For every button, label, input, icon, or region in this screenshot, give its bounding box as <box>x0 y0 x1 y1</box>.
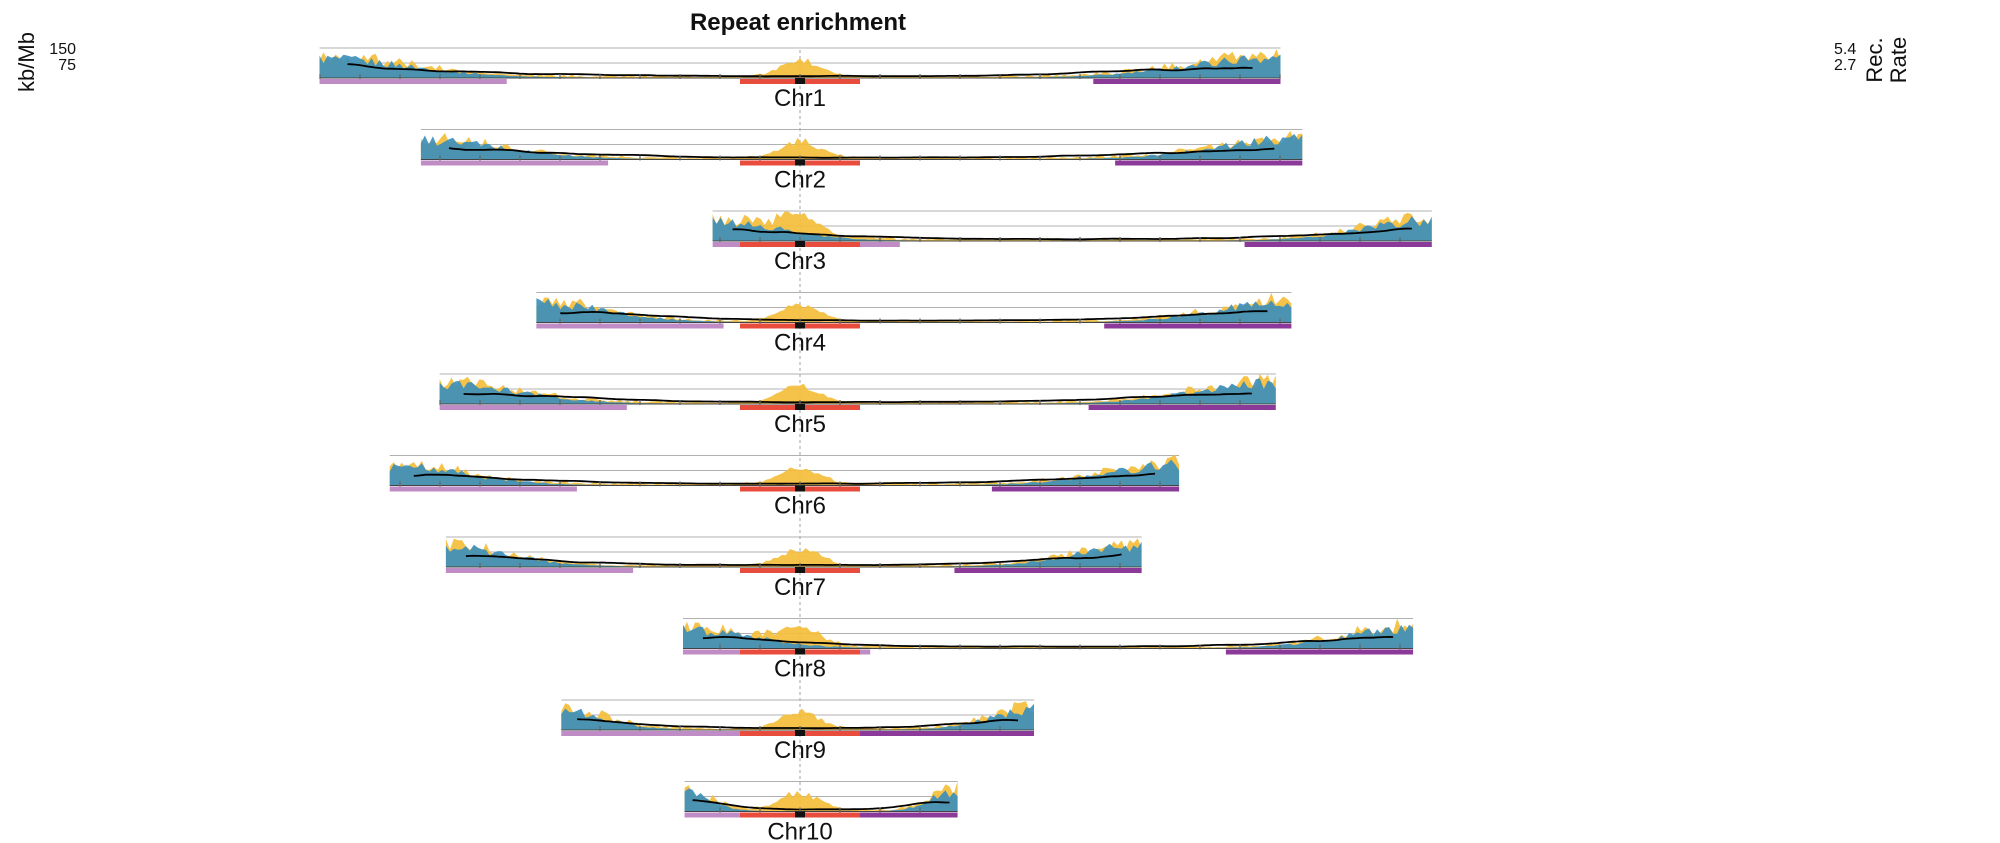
chr1-track: Chr1 <box>319 47 1281 112</box>
chr5-label: Chr5 <box>774 411 826 438</box>
chr8-repeat-density-blue <box>683 624 1414 649</box>
chr7-left-arm-bar <box>445 568 634 573</box>
chr3-centromere-marker <box>795 241 805 247</box>
right-axis-tick-2.7: 2.7 <box>1834 57 1856 74</box>
right-axis-label-line-1: Rec. <box>1862 37 1887 82</box>
chr9-centromere-marker <box>795 730 805 736</box>
chr6-centromere-marker <box>795 485 805 492</box>
chr1-left-arm-bar <box>319 79 507 84</box>
chr2-track: Chr2 <box>420 129 1303 194</box>
chr9-label: Chr9 <box>774 737 826 764</box>
chr6-recombination-curve <box>413 472 1156 485</box>
chr2-right-arm-bar <box>1115 160 1303 166</box>
chr5-repeat-density-blue <box>439 378 1276 404</box>
chr1-repeat-density-yellow <box>319 49 1281 78</box>
chr6-left-arm-bar <box>389 486 577 492</box>
chr2-label: Chr2 <box>774 167 826 194</box>
chr9-repeat-density-yellow <box>561 701 1034 730</box>
chr4-repeat-density-blue <box>536 298 1292 323</box>
chr2-recombination-curve <box>448 147 1275 159</box>
left-axis-tick-75: 75 <box>58 57 76 74</box>
chromosome-tracks: Chr1 Chr2 Chr3 Chr4 Chr5 Chr6 Chr7 Chr8 Chr9 Chr1… <box>319 47 1432 843</box>
chr3-recombination-curve <box>732 227 1412 241</box>
chr10-label: Chr10 <box>767 819 832 843</box>
chr7-recombination-curve <box>465 553 1122 567</box>
chr5-right-arm-bar <box>1088 405 1276 410</box>
left-axis-tick-150: 150 <box>49 41 76 58</box>
chr7-label: Chr7 <box>774 574 826 601</box>
chr8-centromere-marker <box>795 648 805 655</box>
chr7-repeat-density-blue <box>445 541 1142 567</box>
chr3-label: Chr3 <box>774 248 826 275</box>
chr4-recombination-curve <box>560 310 1268 322</box>
chr8-track: Chr8 <box>683 618 1414 683</box>
chr4-right-arm-bar <box>1104 323 1292 329</box>
chr10-recombination-curve <box>692 799 950 811</box>
chr3-right-arm-bar <box>1244 242 1432 247</box>
chr1-label: Chr1 <box>774 85 826 112</box>
chr4-centromere-marker <box>795 322 805 329</box>
chr10-right-arm-bar <box>770 812 958 818</box>
chr7-track: Chr7 <box>445 536 1142 601</box>
chr9-left-arm-bar <box>561 731 749 736</box>
chr6-repeat-density-blue <box>389 459 1180 486</box>
chr1-right-arm-bar <box>1093 79 1281 84</box>
chr2-left-arm-bar <box>420 160 609 166</box>
chr8-recombination-curve <box>702 635 1394 648</box>
chr10-track: Chr10 <box>684 781 958 843</box>
chr4-left-arm-bar <box>536 323 724 329</box>
chr6-right-arm-bar <box>991 486 1180 492</box>
chr2-repeat-density-blue <box>420 134 1303 160</box>
chr4-label: Chr4 <box>774 330 826 357</box>
chr5-track: Chr5 <box>439 373 1276 438</box>
chr3-track: Chr3 <box>712 210 1432 275</box>
chr10-repeat-density-blue <box>684 788 958 812</box>
chr2-centromere-marker <box>795 159 805 166</box>
chr10-centromere-marker <box>795 811 805 818</box>
chart-title: Repeat enrichment <box>690 9 906 36</box>
chr9-recombination-curve <box>577 718 1019 730</box>
chr1-repeat-density-blue <box>319 54 1281 78</box>
chr8-label: Chr8 <box>774 656 826 683</box>
chr5-recombination-curve <box>463 392 1252 404</box>
chr9-repeat-density-blue <box>561 703 1034 730</box>
chr6-label: Chr6 <box>774 493 826 520</box>
chr9-track: Chr9 <box>561 699 1034 764</box>
chr7-right-arm-bar <box>954 568 1142 573</box>
chr9-right-arm-bar <box>846 731 1034 736</box>
chr5-centromere-marker <box>795 404 805 410</box>
chr4-track: Chr4 <box>536 292 1292 357</box>
chr1-centromere-marker <box>795 78 805 84</box>
chr8-right-arm-bar <box>1225 649 1414 655</box>
right-axis-label-line-2: Rate <box>1886 37 1911 83</box>
chr5-left-arm-bar <box>439 405 627 410</box>
chr7-centromere-marker <box>795 567 805 573</box>
left-axis-label: kb/Mb <box>14 32 39 92</box>
right-axis-tick-5.4: 5.4 <box>1834 41 1856 58</box>
chr7-repeat-density-yellow <box>445 538 1142 567</box>
chr6-track: Chr6 <box>389 454 1180 520</box>
